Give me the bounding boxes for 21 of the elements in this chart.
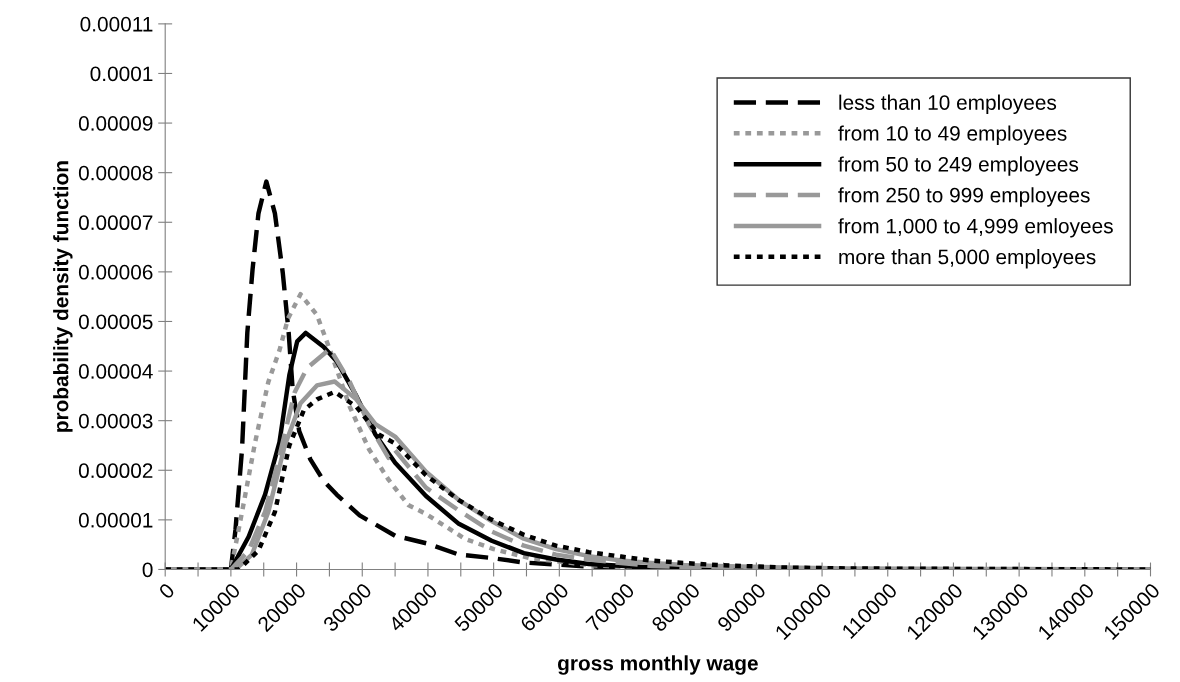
legend-label: more than 5,000 employees (839, 249, 1096, 269)
x-tick-label: 0 (157, 582, 176, 600)
x-axis-title: gross monthly wage (558, 655, 758, 675)
legend-label: from 1,000 to 4,999 emloyees (838, 218, 1113, 238)
y-tick-label: 0.00006 (78, 264, 153, 280)
y-tick-label: 0.00009 (78, 116, 153, 131)
legend-label: from 250 to 999 employees (838, 187, 1090, 207)
legend-label: from 10 to 49 employees (838, 125, 1067, 145)
y-axis-title: probability density function (53, 161, 73, 432)
legend-label: from 50 to 249 employees (838, 156, 1079, 176)
legend-label: less than 10 employees (839, 94, 1057, 115)
y-tick-label: 0.00003 (78, 413, 153, 429)
y-tick-label: 0.00008 (78, 165, 153, 181)
y-tick-label: 0.00001 (78, 512, 153, 528)
y-tick-label: 0.00002 (78, 463, 153, 479)
y-tick-label: 0.00005 (78, 314, 153, 330)
y-tick-label: 0 (142, 562, 153, 578)
y-tick-label: 0.00011 (80, 16, 153, 32)
y-tick-label: 0.00004 (78, 364, 153, 379)
y-tick-label: 0.00007 (78, 215, 153, 231)
y-tick-label: 0.0001 (90, 66, 153, 82)
